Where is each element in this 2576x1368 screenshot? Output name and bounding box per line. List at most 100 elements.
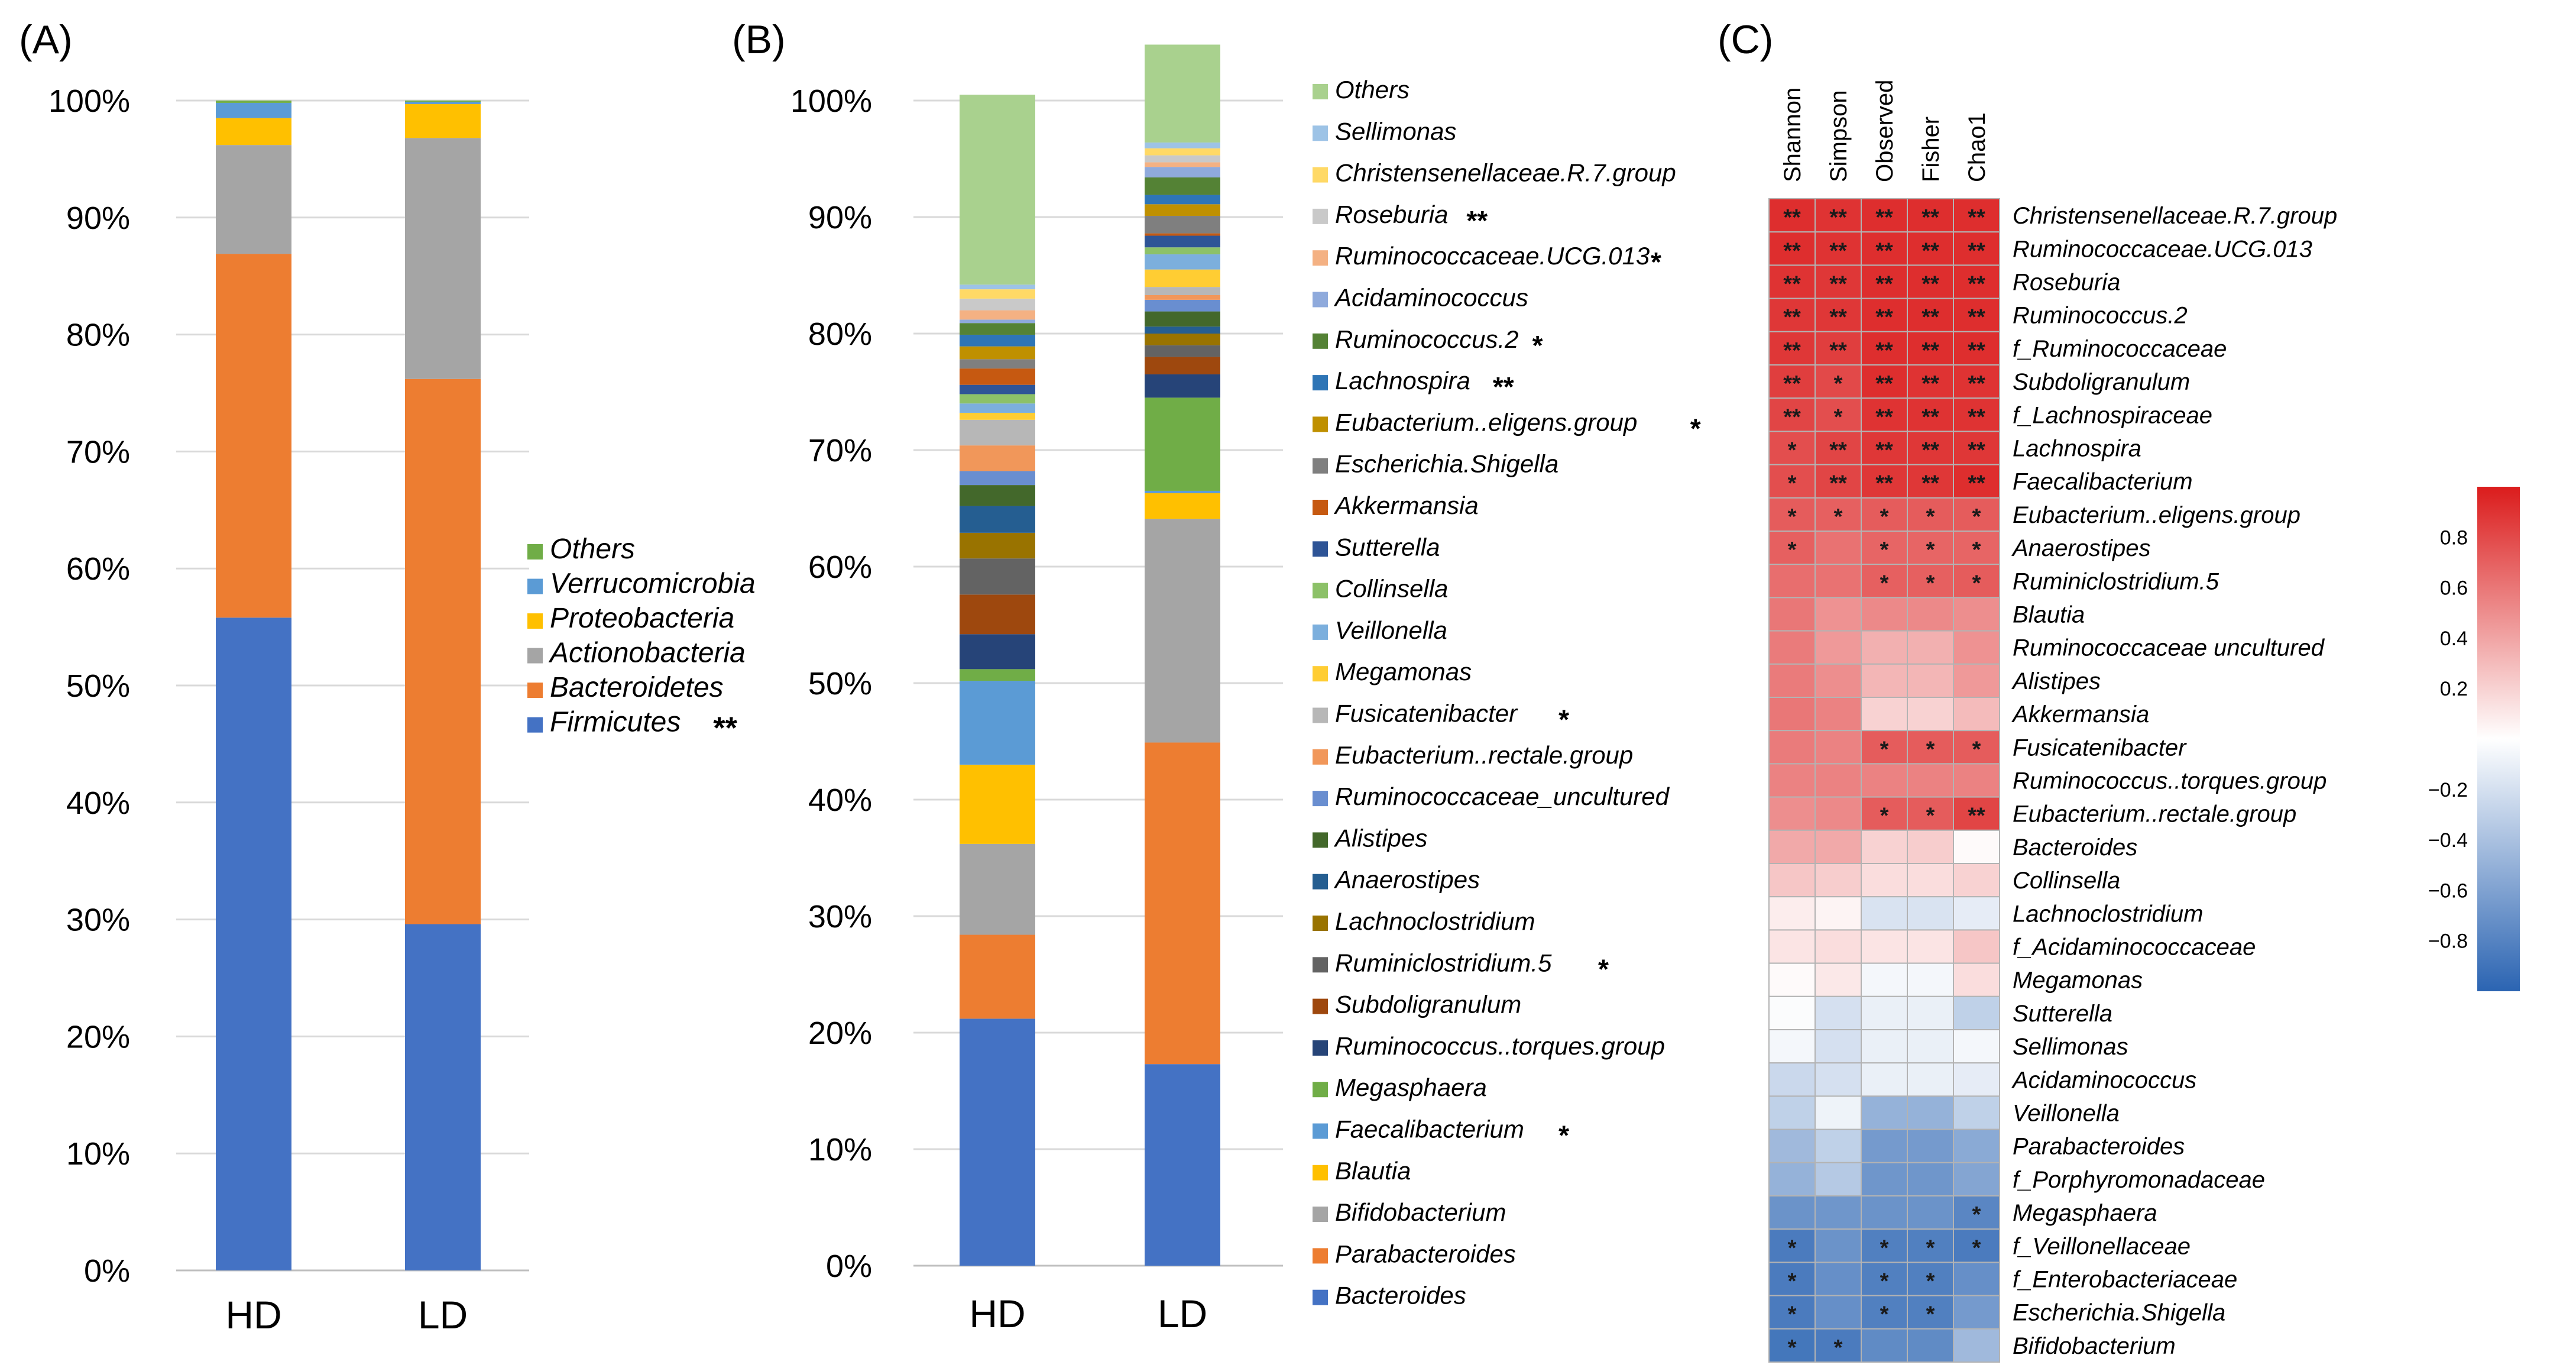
legend-entry: Ruminiclostridium.5 — [1335, 949, 1552, 976]
heatmap-cell — [1768, 995, 1816, 1031]
panel-label: (B) — [732, 17, 786, 62]
legend-entry: Ruminococcus.2 — [1335, 325, 1518, 353]
bar-segment-alistipes — [960, 485, 1035, 506]
heatmap-cell — [1953, 331, 2000, 366]
legend-entry: Proteobacteria — [550, 603, 734, 634]
y-tick-label: 40% — [66, 785, 130, 821]
significance-star: ** — [1875, 371, 1893, 396]
legend-entry: Ruminococcus..torques.group — [1335, 1032, 1665, 1060]
bar-segment-verrucomicrobia — [216, 102, 291, 118]
heatmap-cell — [1861, 1328, 1908, 1363]
significance-star: ** — [1922, 471, 1939, 496]
colorbar-tick-label: 0.2 — [2440, 678, 2468, 700]
legend-swatch — [527, 648, 543, 664]
legend-swatch — [1313, 84, 1328, 99]
column-label: Observed — [1872, 80, 1898, 182]
heatmap-cell — [1768, 1195, 1816, 1230]
legend-entry: Collinsella — [1335, 575, 1448, 603]
x-category-label: LD — [1158, 1292, 1207, 1335]
legend-entry: Ruminococcaceae_uncultured — [1335, 782, 1670, 810]
legend-entry: Escherichia.Shigella — [1335, 450, 1558, 478]
bar-segment-parabacteroides — [960, 934, 1035, 1019]
legend-entry: Alistipes — [1333, 824, 1427, 852]
y-tick-label: 60% — [808, 549, 872, 585]
heatmap-cell — [1861, 796, 1908, 831]
legend-swatch — [1313, 832, 1328, 848]
row-label: Christensenellaceae.R.7.group — [2013, 203, 2337, 229]
heatmap-cell — [1861, 1195, 1908, 1230]
row-label: Bifidobacterium — [2013, 1333, 2176, 1359]
heatmap-cell — [1907, 531, 1954, 565]
row-label: Ruminococcus.2 — [2013, 303, 2188, 329]
heatmap-cell — [1861, 829, 1908, 865]
row-label: Bacteroides — [2013, 835, 2137, 861]
heatmap-cell — [1861, 297, 1908, 332]
legend-significance-marker: * — [1690, 413, 1701, 444]
heatmap-cell — [1907, 929, 1954, 964]
heatmap-cell — [1953, 397, 2000, 432]
y-tick-label: 50% — [808, 666, 872, 701]
y-tick-label: 30% — [808, 899, 872, 934]
bar-segment-veillonella — [960, 403, 1035, 413]
significance-star: * — [1788, 471, 1797, 496]
bar-segment-escherichia-shigella — [1145, 216, 1220, 234]
significance-star: ** — [1875, 405, 1893, 429]
significance-star: ** — [1922, 272, 1939, 297]
legend-entry: Lachnospira — [1335, 367, 1470, 394]
bar-segment-ruminococcus-2 — [960, 323, 1035, 335]
heatmap-cell — [1953, 697, 2000, 732]
bar-segment-lachnoclostridium — [960, 532, 1035, 559]
legend-swatch — [1313, 541, 1328, 557]
significance-star: ** — [1829, 238, 1847, 263]
bar-segment-megasphaera — [960, 669, 1035, 681]
y-tick-label: 50% — [66, 668, 130, 704]
row-label: Megasphaera — [2013, 1200, 2157, 1226]
bar-segment-bacteroides — [1145, 1064, 1220, 1266]
colorbar-tick-label: 0.8 — [2440, 526, 2468, 549]
heatmap-cell — [1814, 697, 1862, 732]
bar-segment-roseburia — [1145, 155, 1220, 163]
heatmap-cell — [1953, 663, 2000, 698]
heatmap-cell — [1814, 497, 1862, 532]
significance-star: * — [1834, 405, 1843, 429]
heatmap-cell — [1768, 1228, 1816, 1263]
significance-star: ** — [1783, 238, 1801, 263]
column-label: Simpson — [1826, 90, 1852, 182]
y-tick-label: 80% — [808, 316, 872, 352]
y-tick-label: 100% — [790, 83, 872, 119]
legend-swatch — [1313, 125, 1328, 141]
significance-star: ** — [1783, 371, 1801, 396]
bar-segment-ruminiclostridium-5 — [960, 558, 1035, 595]
y-tick-label: 20% — [66, 1019, 130, 1055]
significance-star: * — [1880, 571, 1889, 596]
bar-segment-verrucomicrobia — [405, 101, 481, 104]
bar-segment-blautia — [1145, 493, 1220, 519]
significance-star: ** — [1875, 238, 1893, 263]
significance-star: * — [1972, 504, 1981, 529]
heatmap-cell — [1953, 863, 2000, 898]
heatmap-cell — [1861, 597, 1908, 632]
bar-segment-acidaminococcus — [960, 319, 1035, 324]
bar-segment-bacteroidetes — [216, 254, 291, 618]
heatmap-cell — [1907, 1128, 1954, 1163]
legend-entry: Bifidobacterium — [1335, 1198, 1506, 1226]
row-label: Faecalibacterium — [2013, 469, 2193, 495]
heatmap-cell — [1814, 730, 1862, 765]
heatmap-cell — [1861, 1262, 1908, 1296]
heatmap-cell — [1814, 564, 1862, 599]
heatmap-cell — [1814, 896, 1862, 931]
heatmap-cell — [1814, 1095, 1862, 1130]
row-label: f_Enterobacteriaceae — [2013, 1267, 2237, 1293]
legend-entry: Christensenellaceae.R.7.group — [1335, 159, 1676, 187]
bar-segment-anaerostipes — [1145, 326, 1220, 334]
legend-entry: Fusicatenibacter — [1335, 700, 1518, 727]
heatmap-cell — [1953, 1328, 2000, 1363]
row-label: Lachnospira — [2013, 436, 2141, 462]
significance-star: ** — [1829, 305, 1847, 330]
bar-segment-eubacterium-rectale-group — [960, 445, 1035, 471]
heatmap-cell — [1768, 929, 1816, 964]
bar-segment-ruminococcus-torques-group — [960, 634, 1035, 670]
row-label: Fusicatenibacter — [2013, 735, 2187, 761]
heatmap-cell — [1953, 763, 2000, 798]
legend-swatch — [1313, 791, 1328, 807]
